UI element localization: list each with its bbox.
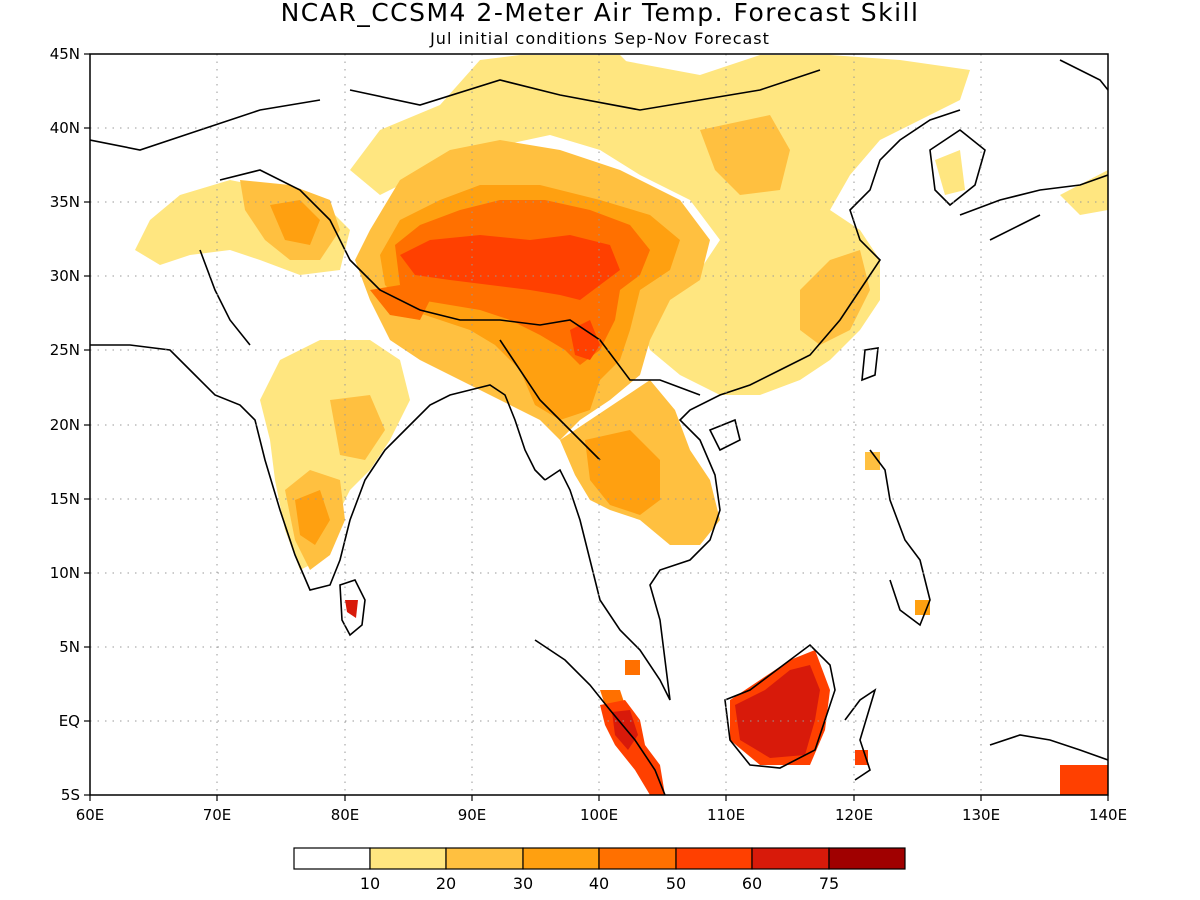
y-tick-label: 40N [50, 119, 80, 137]
colorbar-label: 50 [666, 874, 686, 893]
coastline-hainan [708, 418, 741, 452]
skill-region-sri-lanka [345, 600, 358, 618]
colorbar-swatch [828, 847, 906, 870]
border-china-west [219, 169, 701, 396]
coastline-philippines [869, 449, 931, 627]
x-tick-label: 70E [203, 806, 232, 824]
x-tick-label: 120E [835, 806, 873, 824]
y-tick-label: 25N [50, 341, 80, 359]
skill-region-south-india-core [295, 490, 330, 545]
colorbar-label: 40 [589, 874, 609, 893]
colorbar-swatch [751, 847, 830, 870]
skill-region-luzon [865, 452, 880, 470]
map-subtitle: Jul initial conditions Sep-Nov Forecast [430, 29, 770, 48]
coastline-borneo [724, 643, 836, 769]
colorbar-swatch [522, 847, 600, 870]
colorbar-swatch [369, 847, 447, 870]
skill-region-nepal [370, 285, 430, 320]
y-tick-label: 35N [50, 193, 80, 211]
x-tick-label: 140E [1089, 806, 1127, 824]
x-tick-label: 100E [580, 806, 618, 824]
coastline-taiwan [861, 347, 879, 382]
skill-region-tibetan-plateau-core [400, 235, 620, 300]
skill-region-east-china [700, 115, 790, 195]
skill-region-mongolia [520, 55, 640, 90]
colorbar-swatch [445, 847, 524, 870]
coastline-sulawesi [844, 688, 877, 781]
y-tick-label: 10N [50, 564, 80, 582]
border-myanmar [499, 339, 601, 461]
colorbar-label: 20 [436, 874, 456, 893]
colorbar-label: 60 [742, 874, 762, 893]
coastline-sumatra [534, 639, 666, 795]
colorbar-swatch [598, 847, 677, 870]
x-axis-labels: 60E 70E 80E 90E 100E 110E 120E 130E 140E [76, 806, 1127, 824]
coastline-japan [959, 59, 1108, 241]
x-tick-label: 110E [707, 806, 745, 824]
skill-region-new-guinea [1060, 765, 1108, 795]
skill-region-southeast-china-coast [800, 250, 870, 345]
border-india-pakistan [199, 249, 251, 346]
coastline-indochina [544, 109, 961, 701]
skill-region-korea [935, 150, 965, 195]
y-tick-label: 45N [50, 45, 80, 63]
y-tick-label: 15N [50, 490, 80, 508]
x-tick-label: 90E [458, 806, 487, 824]
y-tick-label: EQ [59, 712, 80, 730]
coastline-sri-lanka [339, 579, 366, 637]
skill-region-kashmir-core [270, 200, 320, 245]
x-tick-label: 80E [331, 806, 360, 824]
colorbar-swatch [293, 847, 371, 870]
x-tick-label: 60E [76, 806, 105, 824]
skill-region-sumatra [600, 700, 665, 795]
border-mongolia [349, 69, 821, 111]
map-title: NCAR_CCSM4 2-Meter Air Temp. Forecast Sk… [280, 0, 920, 27]
skill-region-ne-coast [1060, 170, 1108, 215]
y-axis-labels: 5S EQ 5N 10N 15N 20N 25N 30N 35N 40N 45N [50, 45, 80, 804]
skill-region-borneo [735, 665, 820, 758]
colorbar-label: 30 [513, 874, 533, 893]
border-kazakhstan [90, 99, 321, 151]
y-tick-label: 30N [50, 267, 80, 285]
skill-fields [135, 55, 1108, 795]
y-tick-label: 20N [50, 416, 80, 434]
gridlines [90, 54, 1108, 795]
x-tick-label: 130E [962, 806, 1000, 824]
skill-region-sumatra-north [625, 660, 640, 675]
colorbar-swatch [675, 847, 753, 870]
colorbar [293, 847, 906, 870]
tick-marks [84, 53, 1109, 801]
colorbar-label: 10 [360, 874, 380, 893]
y-tick-label: 5S [61, 786, 80, 804]
coastlines [90, 59, 1108, 795]
y-tick-label: 5N [59, 638, 80, 656]
skill-region-thailand [585, 430, 660, 515]
colorbar-labels: 10 20 30 40 50 60 75 [360, 874, 839, 893]
coastline-india-arabia [90, 344, 546, 591]
skill-region-deccan [330, 395, 385, 460]
colorbar-label: 75 [819, 874, 839, 893]
coastline-korea [929, 129, 986, 207]
coastline-new-guinea [989, 734, 1108, 761]
